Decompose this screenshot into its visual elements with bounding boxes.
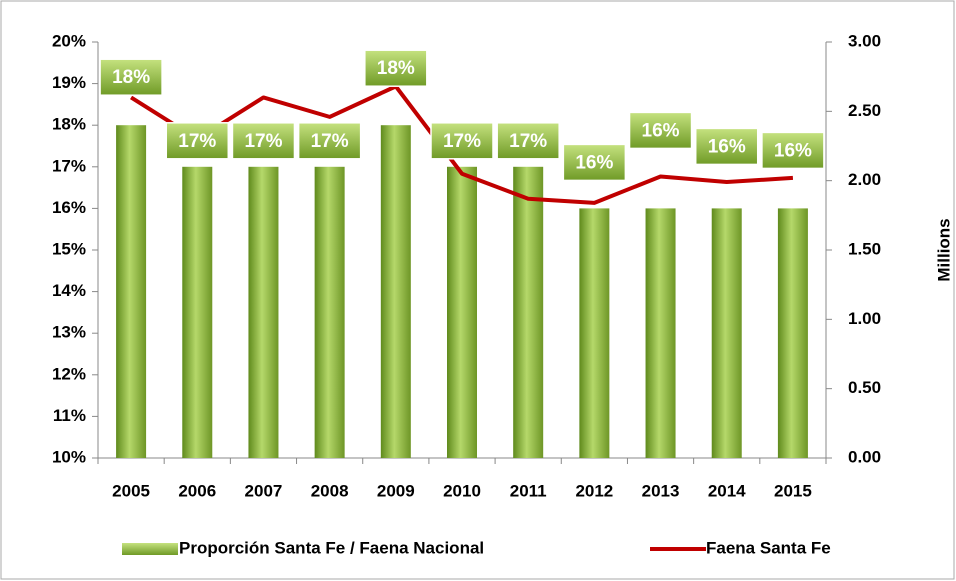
data-label-box bbox=[231, 122, 296, 160]
y2-tick-label: 0.50 bbox=[848, 378, 881, 397]
y2-axis-label: Millions bbox=[934, 218, 953, 281]
data-label: 16% bbox=[642, 120, 680, 141]
y-tick-label: 12% bbox=[52, 364, 86, 383]
y-tick-label: 16% bbox=[52, 198, 86, 217]
data-label: 16% bbox=[708, 136, 746, 157]
bar bbox=[579, 208, 610, 458]
y-tick-label: 15% bbox=[52, 239, 86, 258]
data-label-box bbox=[562, 143, 627, 182]
y2-tick-label: 3.00 bbox=[848, 31, 881, 50]
y2-tick-label: 1.50 bbox=[848, 239, 881, 258]
legend-label: Faena Santa Fe bbox=[706, 538, 831, 557]
y2-tick-label: 1.00 bbox=[848, 309, 881, 328]
data-label-box bbox=[761, 131, 825, 170]
x-tick-label: 2005 bbox=[112, 481, 150, 500]
y2-tick-label: 2.00 bbox=[848, 170, 881, 189]
bar bbox=[777, 208, 808, 458]
data-label-box bbox=[364, 49, 428, 87]
data-label-box bbox=[694, 127, 759, 166]
x-tick-label: 2013 bbox=[642, 481, 680, 500]
x-tick-label: 2014 bbox=[708, 481, 746, 500]
y-tick-label: 11% bbox=[53, 406, 86, 425]
x-tick-label: 2006 bbox=[178, 481, 216, 500]
data-label-box bbox=[297, 122, 362, 160]
bar bbox=[447, 166, 477, 459]
x-tick-label: 2009 bbox=[377, 481, 415, 500]
bar bbox=[116, 125, 147, 458]
y-tick-label: 19% bbox=[52, 73, 86, 92]
x-tick-label: 2007 bbox=[245, 481, 283, 500]
data-label-box bbox=[165, 122, 230, 160]
y-tick-label: 10% bbox=[52, 447, 86, 466]
legend-label: Proporción Santa Fe / Faena Nacional bbox=[179, 538, 484, 557]
bar bbox=[314, 166, 345, 459]
x-tick-label: 2011 bbox=[510, 481, 547, 500]
data-label-box bbox=[430, 122, 494, 160]
data-label: 17% bbox=[178, 131, 216, 152]
line bbox=[130, 84, 794, 205]
y2-tick-label: 2.50 bbox=[848, 101, 881, 120]
data-label: 16% bbox=[774, 140, 812, 161]
data-label: 17% bbox=[311, 131, 349, 152]
data-label: 18% bbox=[112, 67, 150, 88]
data-label: 17% bbox=[443, 131, 481, 152]
data-label: 18% bbox=[377, 58, 415, 79]
x-tick-label: 2012 bbox=[575, 481, 613, 500]
y2-tick-label: 0.00 bbox=[848, 447, 881, 466]
x-tick-label: 2010 bbox=[443, 481, 481, 500]
x-tick-label: 2015 bbox=[774, 481, 812, 500]
data-label-box bbox=[628, 111, 693, 150]
bar bbox=[513, 166, 544, 459]
data-label-box bbox=[496, 122, 560, 160]
y-tick-label: 13% bbox=[52, 323, 86, 342]
data-label: 17% bbox=[244, 131, 282, 152]
y-tick-label: 17% bbox=[52, 156, 86, 175]
data-label: 16% bbox=[575, 152, 613, 173]
bar bbox=[380, 125, 411, 458]
y-tick-label: 14% bbox=[52, 281, 86, 300]
data-label: 17% bbox=[509, 131, 547, 152]
legend-swatch bbox=[122, 543, 178, 555]
bar bbox=[711, 208, 742, 458]
y-tick-label: 18% bbox=[52, 115, 86, 134]
bar bbox=[248, 166, 279, 459]
x-tick-label: 2008 bbox=[311, 481, 349, 500]
bar bbox=[182, 166, 213, 459]
bar bbox=[645, 208, 676, 458]
y-tick-label: 20% bbox=[52, 31, 86, 50]
data-label-box bbox=[99, 58, 163, 96]
